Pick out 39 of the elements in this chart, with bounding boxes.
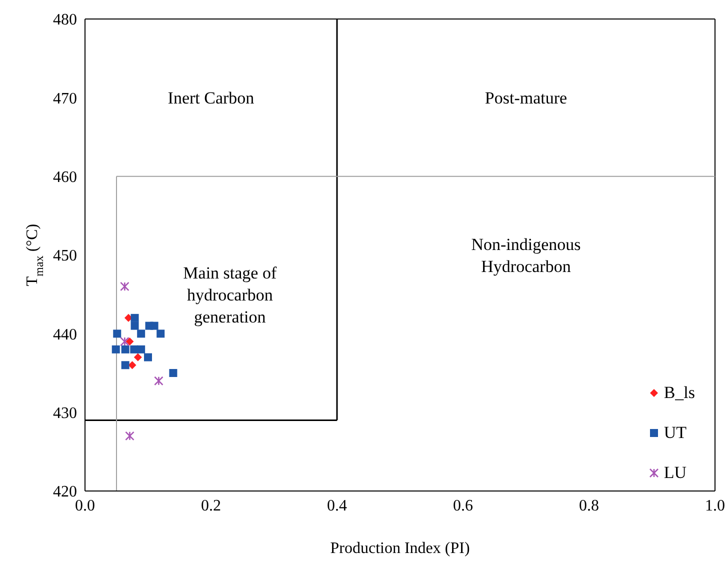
point: [120, 336, 130, 346]
y-tick-label: 420: [53, 484, 77, 501]
y-tick-label: 440: [53, 326, 77, 344]
point: [169, 369, 178, 377]
point: [130, 314, 139, 322]
annotation: Non-indigenous Hydrocarbon: [471, 235, 581, 276]
point: [120, 282, 130, 292]
annotation: Post-mature: [484, 88, 568, 108]
x-axis-title: Production Index (PI): [330, 540, 470, 557]
y-tick-label: 480: [53, 12, 77, 29]
annotation: Main stage of hydrocarbon generation: [183, 263, 277, 326]
x-tick-label: 0.0: [75, 497, 95, 514]
x-tick-label: 0.2: [201, 497, 221, 514]
point: [113, 330, 122, 338]
y-tick-label: 430: [53, 405, 77, 422]
point: [125, 431, 134, 441]
point: [128, 361, 136, 370]
point: [134, 353, 142, 362]
point: [154, 376, 164, 386]
legend-label: B_ls: [664, 383, 695, 403]
point: [137, 330, 146, 338]
x-tick-label: 0.4: [327, 497, 347, 514]
point: [150, 322, 158, 330]
point: [112, 345, 120, 354]
point: [137, 345, 146, 354]
point: [121, 345, 130, 354]
x-tick-label: 0.6: [453, 497, 473, 514]
point: [130, 322, 139, 330]
point: [144, 353, 152, 362]
y-tick-label: 470: [53, 90, 77, 108]
legend-label: UT: [664, 423, 686, 443]
x-tick-label: 0.8: [579, 497, 599, 514]
legend-label: LU: [664, 463, 686, 483]
point: [156, 330, 165, 338]
annotation: Inert Carbon: [168, 88, 255, 108]
point: [121, 361, 130, 370]
x-tick-label: 1.0: [705, 497, 725, 514]
y-tick-label: 460: [53, 169, 77, 186]
y-tick-label: 450: [53, 248, 77, 265]
